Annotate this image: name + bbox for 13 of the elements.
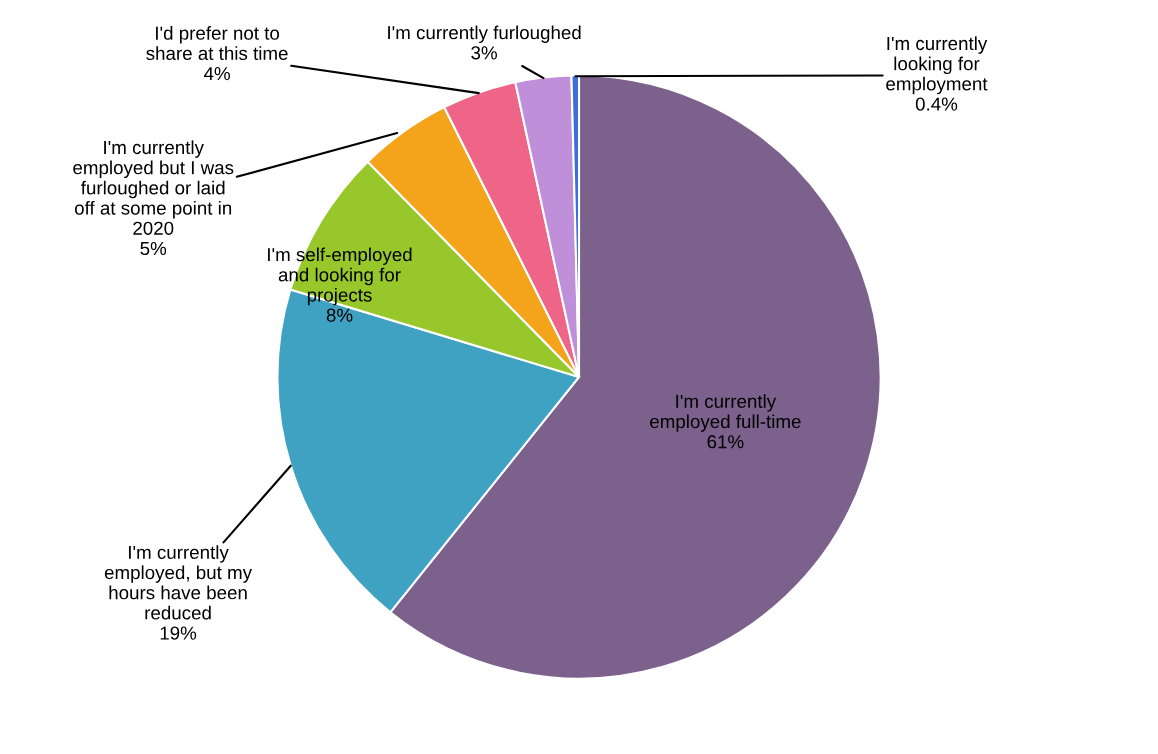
slice-label: I'm currently furloughed (388, 25, 581, 43)
slice-label: I'm currently employed, but my hours have been reduced (104, 545, 253, 620)
data-label: 5% (140, 241, 167, 256)
data-label: 3% (471, 46, 497, 60)
slice-label: I'm currently employed but I was furloughed or laid off at some point in 2020 (73, 140, 234, 235)
slice-label: I'm currently employed full-time (650, 394, 801, 432)
data-label: 4% (203, 67, 230, 81)
slice-label: I'm currently looking for employment (886, 36, 988, 95)
data-label: 61% (707, 435, 744, 449)
data-label: 8% (326, 308, 353, 322)
data-label: 19% (160, 626, 197, 640)
data-label: 0.4% (915, 97, 958, 111)
slice-label: I'd prefer not to share at this time (146, 26, 288, 61)
